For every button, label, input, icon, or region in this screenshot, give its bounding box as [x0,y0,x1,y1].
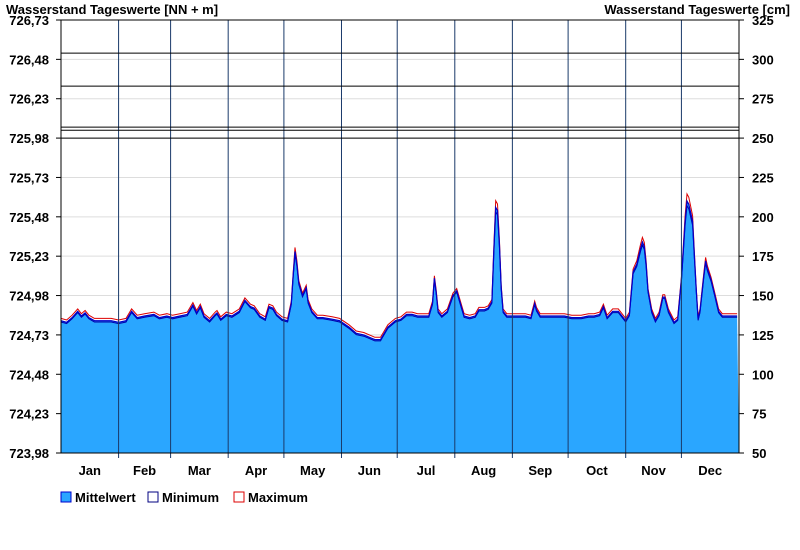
y-right-tick-label: 275 [752,92,774,107]
y-right-tick-label: 125 [752,328,774,343]
x-axis: Jan Feb Mar Apr May Jun Jul Aug Sep Oct Nov Dec [79,463,723,478]
legend-label-max: Maximum [248,490,308,505]
x-tick-label: Feb [133,463,156,478]
y-right-tick-label: 100 [752,367,774,382]
y-right-tick-label: 300 [752,52,774,67]
x-tick-label: Oct [586,463,608,478]
x-tick-label: Dec [698,463,722,478]
x-tick-label: Sep [528,463,552,478]
y-axis-left: 726,73 726,48 726,23 725,98 725,73 725,48 725,… [9,13,61,461]
y-left-tick-label: 726,23 [9,92,49,107]
y-left-tick-label: 724,98 [9,289,49,304]
legend-label-min: Minimum [162,490,219,505]
legend-label-mean: Mittelwert [75,490,136,505]
maximum-line [60,192,738,338]
y-right-tick-label: 250 [752,131,774,146]
x-tick-label: Aug [471,463,496,478]
legend: Mittelwert Minimum Maximum [60,490,308,505]
y-right-tick-label: 50 [752,446,766,461]
x-tick-label: Jul [417,463,436,478]
y-left-tick-label: 725,48 [9,210,49,225]
legend-swatch-mean [60,491,72,503]
y-left-tick-label: 725,23 [9,249,49,264]
y-right-tick-label: 150 [752,289,774,304]
x-tick-label: May [300,463,326,478]
y-left-tick-label: 724,48 [9,367,49,382]
y-right-tick-label: 225 [752,170,774,185]
chart-title-left: Wasserstand Tageswerte [NN + m] [6,2,218,17]
x-tick-label: Jun [358,463,381,478]
y-left-tick-label: 723,98 [9,446,49,461]
mean-area [61,201,739,453]
mean-line [60,199,738,341]
y-right-tick-label: 325 [752,13,774,28]
y-left-tick-label: 724,23 [9,407,49,422]
y-left-tick-label: 726,48 [9,52,49,67]
y-left-tick-label: 725,73 [9,170,49,185]
reference-lines [61,52,739,139]
month-separators [118,20,682,458]
x-tick-label: Jan [79,463,101,478]
y-right-tick-label: 200 [752,210,774,225]
legend-swatch-min [147,491,159,503]
y-left-tick-label: 724,73 [9,328,49,343]
x-tick-label: Nov [641,463,666,478]
legend-swatch-max [233,491,245,503]
y-right-tick-label: 75 [752,407,766,422]
chart-title-right: Wasserstand Tageswerte [cm] [604,2,790,17]
y-right-tick-label: 175 [752,249,774,264]
series-area [60,192,739,453]
y-left-tick-label: 726,73 [9,13,49,28]
x-tick-label: Mar [188,463,211,478]
y-axis-right: 325 300 275 250 225 200 175 150 125 100 75 50 [739,13,774,461]
y-left-tick-label: 725,98 [9,131,49,146]
plot-frame [60,19,740,454]
x-tick-label: Apr [245,463,267,478]
